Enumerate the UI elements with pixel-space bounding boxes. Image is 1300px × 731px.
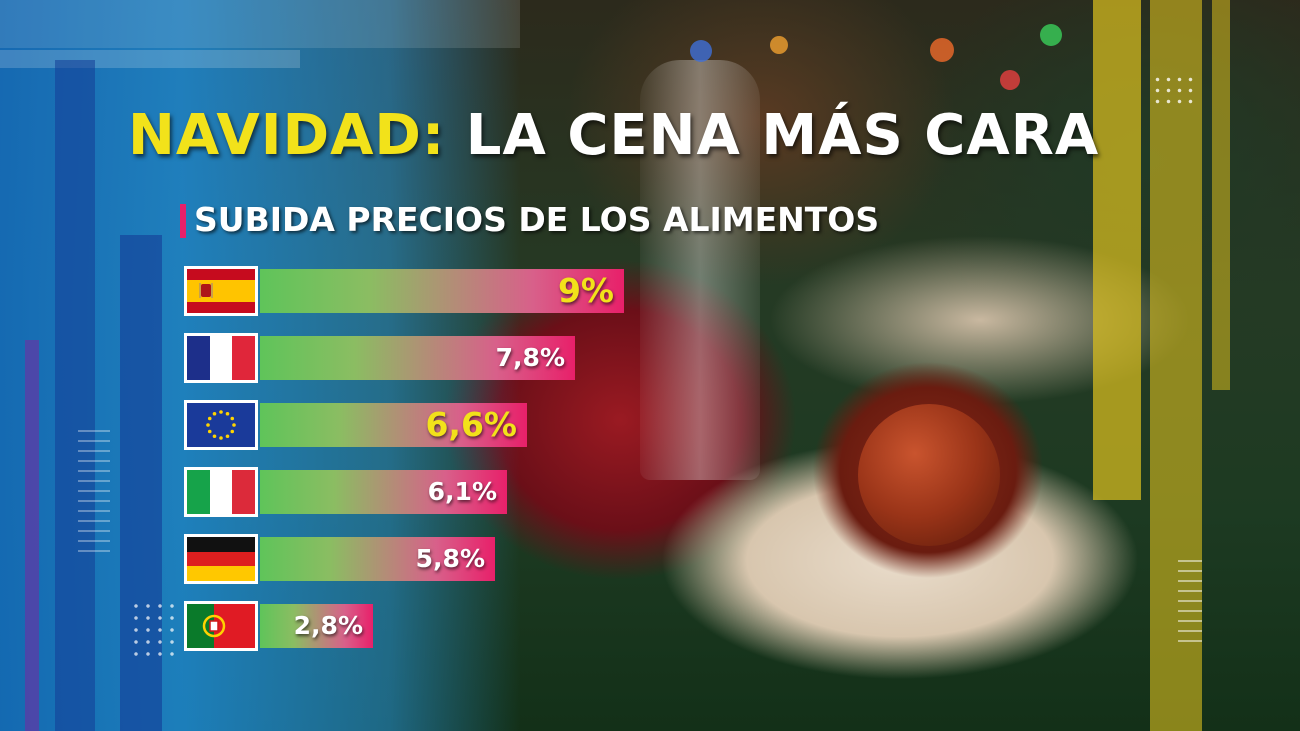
- france-flag-icon: [184, 333, 258, 383]
- bokeh-light: [770, 36, 788, 54]
- yellow-stripe: [1212, 0, 1230, 390]
- bar-value-label: 7,8%: [495, 343, 565, 372]
- bar: 6,1%: [260, 470, 507, 514]
- decor-stripe: [25, 340, 39, 731]
- subtitle-accent-bar: [180, 204, 186, 238]
- bar-value-label: 6,6%: [425, 405, 517, 444]
- bar: 5,8%: [260, 537, 495, 581]
- bar-fill: [260, 604, 373, 648]
- title-rest: LA CENA MÁS CARA: [465, 103, 1100, 168]
- chart-subtitle: SUBIDA PRECIOS DE LOS ALIMENTOS: [194, 200, 880, 239]
- decor-stripe: [55, 60, 95, 731]
- bar-value-label: 9%: [557, 271, 614, 310]
- spain-flag-icon: [184, 266, 258, 316]
- bar-fill: [260, 470, 507, 514]
- yellow-stripe: [1093, 0, 1141, 500]
- bar: 6,6%: [260, 403, 527, 447]
- bokeh-light: [930, 38, 954, 62]
- bokeh-light: [1000, 70, 1020, 90]
- italy-flag-icon: [184, 467, 258, 517]
- dot-grid-decor: [1152, 74, 1196, 110]
- germany-flag-icon: [184, 534, 258, 584]
- bar: 9%: [260, 269, 624, 313]
- bar-fill: [260, 336, 575, 380]
- title-highlight: NAVIDAD:: [128, 103, 446, 168]
- zigzag-decor: [78, 430, 110, 560]
- chart-title: NAVIDAD: LA CENA MÁS CARA: [128, 108, 1099, 164]
- decor-stripe: [0, 0, 520, 48]
- bar-fill: [260, 537, 495, 581]
- bokeh-light: [690, 40, 712, 62]
- bar-fill: [260, 269, 624, 313]
- bar-fill: [260, 403, 527, 447]
- portugal-flag-icon: [184, 601, 258, 651]
- bokeh-light: [1040, 24, 1062, 46]
- zigzag-decor: [1178, 560, 1202, 650]
- wine-glass-shape: [640, 60, 760, 480]
- bar: 7,8%: [260, 336, 575, 380]
- bar: 2,8%: [260, 604, 373, 648]
- dot-grid-decor: [130, 600, 178, 660]
- bar-value-label: 5,8%: [415, 544, 485, 573]
- christmas-ornament-shape: [858, 404, 1000, 546]
- eu-flag-icon: [184, 400, 258, 450]
- bar-value-label: 6,1%: [427, 477, 497, 506]
- bar-value-label: 2,8%: [293, 611, 363, 640]
